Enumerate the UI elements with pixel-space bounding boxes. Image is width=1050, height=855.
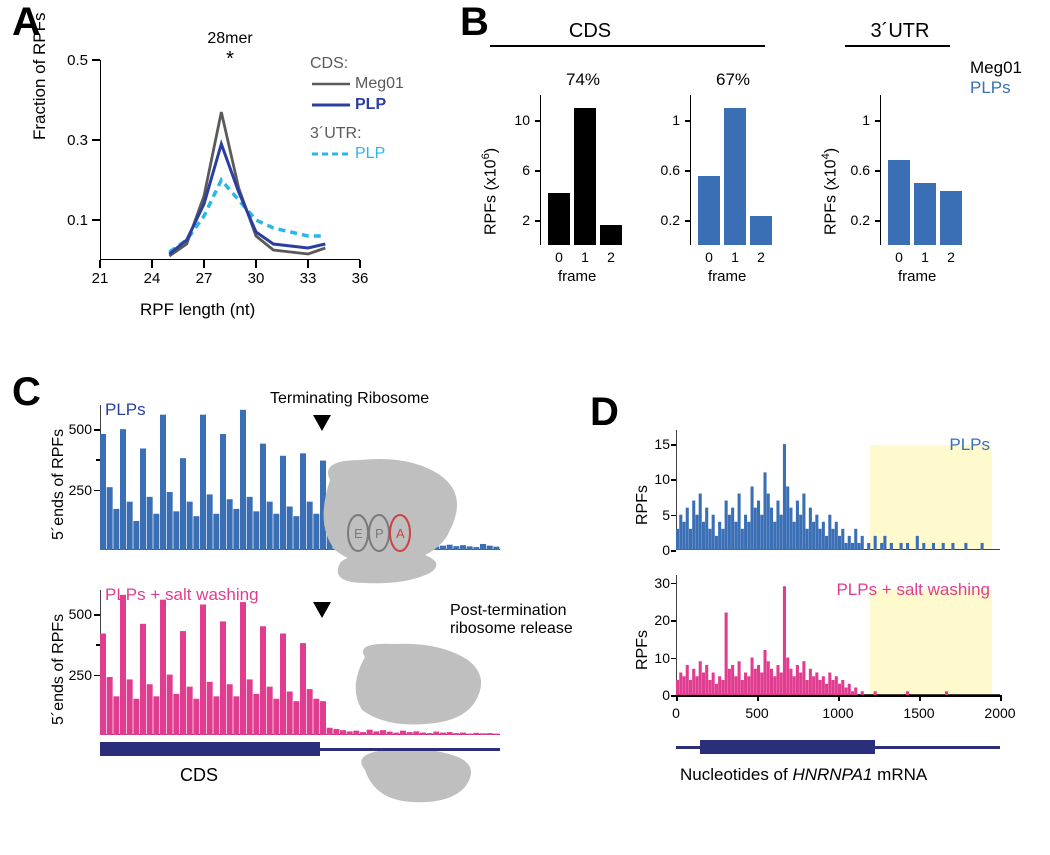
bar: [724, 108, 746, 246]
panel-d-bot-title: PLPs + salt washing: [836, 580, 990, 600]
svg-text:P: P: [375, 526, 384, 541]
panel-a-legend-lines: [310, 70, 352, 170]
panel-b-utr-line: [845, 45, 950, 47]
svg-text:A: A: [396, 526, 405, 541]
panel-a-ytick: 0.1: [62, 212, 88, 229]
panel-d-xlabel-gene: HNRNPA1: [792, 765, 872, 784]
panel-a-xtick: 21: [88, 270, 112, 287]
panel-b: CDS 3´UTR Meg01 PLPs 2610RPFs (x106)012f…: [470, 10, 1030, 310]
panel-a-legend-meg01: Meg01: [355, 75, 404, 93]
frame-label: frame: [558, 268, 596, 285]
panel-b-sample-plp: PLPs: [970, 78, 1011, 98]
panel-a-legend-plp-utr: PLP: [355, 145, 385, 163]
panel-c-terminating: Terminating Ribosome: [270, 390, 429, 408]
panel-a-ytick: 0.5: [62, 52, 88, 69]
bar: [574, 108, 596, 246]
panel-c: 5´ends of RPFs PLPs 250500 Terminating R…: [20, 380, 580, 840]
panel-a-xtick: 33: [296, 270, 320, 287]
panel-a-ytick: 0.3: [62, 132, 88, 149]
panel-b-plot-utr: 0.20.61RPFs (x104)012frame: [840, 95, 970, 270]
panel-b-cds-line: [490, 45, 765, 47]
panel-d-xlabel-suffix: mRNA: [872, 765, 927, 784]
panel-a-peak-label: 28mer: [205, 30, 255, 48]
bar: [548, 193, 570, 246]
panel-d-xtick: 0: [656, 705, 696, 721]
panel-a-xtick: 36: [348, 270, 372, 287]
panel-b-plot-plp: 0.20.61012frame67%: [650, 95, 780, 270]
panel-b-utr-header: 3´UTR: [860, 20, 940, 43]
panel-c-release: Post-termination ribosome release: [450, 602, 580, 638]
panel-d-xtick: 500: [737, 705, 777, 721]
frame-label: frame: [898, 268, 936, 285]
panel-c-cds-label: CDS: [180, 765, 218, 786]
pct-label: 67%: [716, 70, 750, 90]
bar: [750, 216, 772, 245]
panel-b-ylabel-meg01: RPFs (x106): [480, 148, 500, 235]
panel-b-cds-header: CDS: [560, 20, 620, 43]
bar: [914, 183, 936, 246]
bar: [698, 176, 720, 245]
panel-d-xlabel-prefix: Nucleotides of: [680, 765, 792, 784]
panel-c-bot-arrow: [313, 602, 331, 618]
frame-label: frame: [708, 268, 746, 285]
ribosome-icon-bottom: [340, 642, 490, 812]
panel-b-ylabel-utr: RPFs (x104): [820, 148, 840, 235]
panel-a-xtick: 27: [192, 270, 216, 287]
panel-a-legend-plp: PLP: [355, 96, 386, 114]
panel-c-cds-track: [100, 742, 500, 762]
panel-d-top-title: PLPs: [949, 435, 990, 455]
panel-d-xtick: 2000: [980, 705, 1020, 721]
panel-d-gene-track: [676, 740, 1000, 760]
panel-a-ylabel: Fraction of RPFs: [30, 12, 50, 140]
panel-a-xtick: 24: [140, 270, 164, 287]
panel-b-plot-meg01: 2610RPFs (x106)012frame74%: [500, 95, 630, 270]
bar: [888, 160, 910, 245]
panel-a-star: *: [220, 48, 240, 71]
panel-d-top: PLPs RPFs 051015: [640, 430, 1000, 550]
panel-a: Fraction of RPFs RPF length (nt) 28mer *…: [20, 10, 440, 330]
panel-d-bot: PLPs + salt washing RPFs 0102030: [640, 575, 1000, 695]
pct-label: 74%: [566, 70, 600, 90]
panel-c-top-arrow: [313, 415, 331, 431]
panel-a-xtick: 30: [244, 270, 268, 287]
bar: [600, 225, 622, 245]
panel-a-xlabel: RPF length (nt): [140, 300, 255, 320]
panel-b-sample-meg01: Meg01: [970, 58, 1022, 78]
panel-d: PLPs RPFs 051015 PLPs + salt washing RPF…: [600, 400, 1030, 840]
ribosome-icon-top: E P A: [310, 455, 470, 585]
svg-text:E: E: [354, 526, 363, 541]
bar: [940, 191, 962, 245]
panel-d-xlabel: Nucleotides of HNRNPA1 mRNA: [680, 765, 927, 785]
panel-d-xtick: 1500: [899, 705, 939, 721]
panel-d-gene-cds: [700, 740, 875, 754]
panel-d-xtick: 1000: [818, 705, 858, 721]
